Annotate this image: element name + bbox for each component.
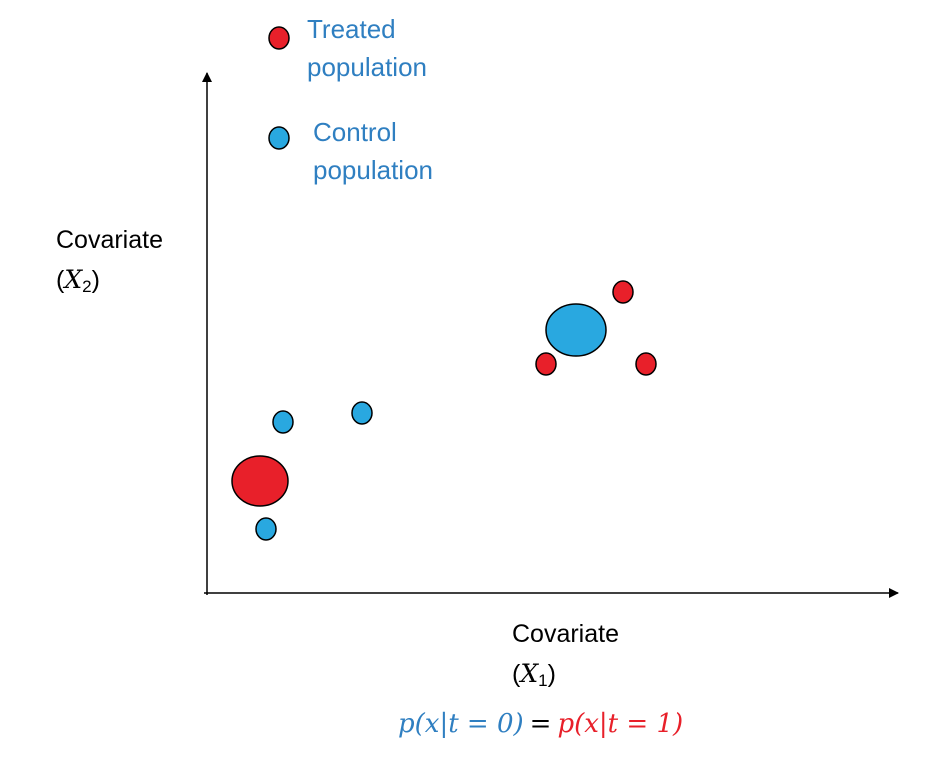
control-point-large: [545, 303, 607, 357]
control-legend-icon: [268, 126, 290, 150]
equation-treated-term: p(x|t = 1): [557, 709, 684, 739]
equation-control-term: p(x|t = 0): [398, 709, 524, 739]
x-axis-variable: (X1): [512, 659, 556, 690]
treated-point: [635, 352, 657, 376]
treated-legend-icon: [268, 26, 290, 50]
treated-point: [612, 280, 634, 304]
control-legend-line1: Control: [313, 117, 397, 147]
treated-legend-line1: Treated: [307, 14, 396, 44]
equation-equals: =: [529, 709, 552, 739]
control-legend-label: Control population: [313, 113, 513, 189]
treated-point-large: [231, 455, 289, 507]
balance-equation: p(x|t = 0) = p(x|t = 1): [398, 704, 683, 744]
y-axis-label: Covariate (X2): [56, 220, 163, 300]
control-point: [351, 401, 373, 425]
control-point: [255, 517, 277, 541]
treated-point: [535, 352, 557, 376]
y-axis-title: Covariate: [56, 226, 163, 254]
treated-legend-label: Treated population: [307, 10, 507, 86]
treated-legend-line2: population: [307, 52, 427, 82]
control-legend-line2: population: [313, 155, 433, 185]
y-axis-variable: (X2): [56, 265, 100, 296]
x-axis-title: Covariate: [512, 620, 619, 648]
control-point: [272, 410, 294, 434]
x-axis-label: Covariate (X1): [512, 614, 619, 694]
